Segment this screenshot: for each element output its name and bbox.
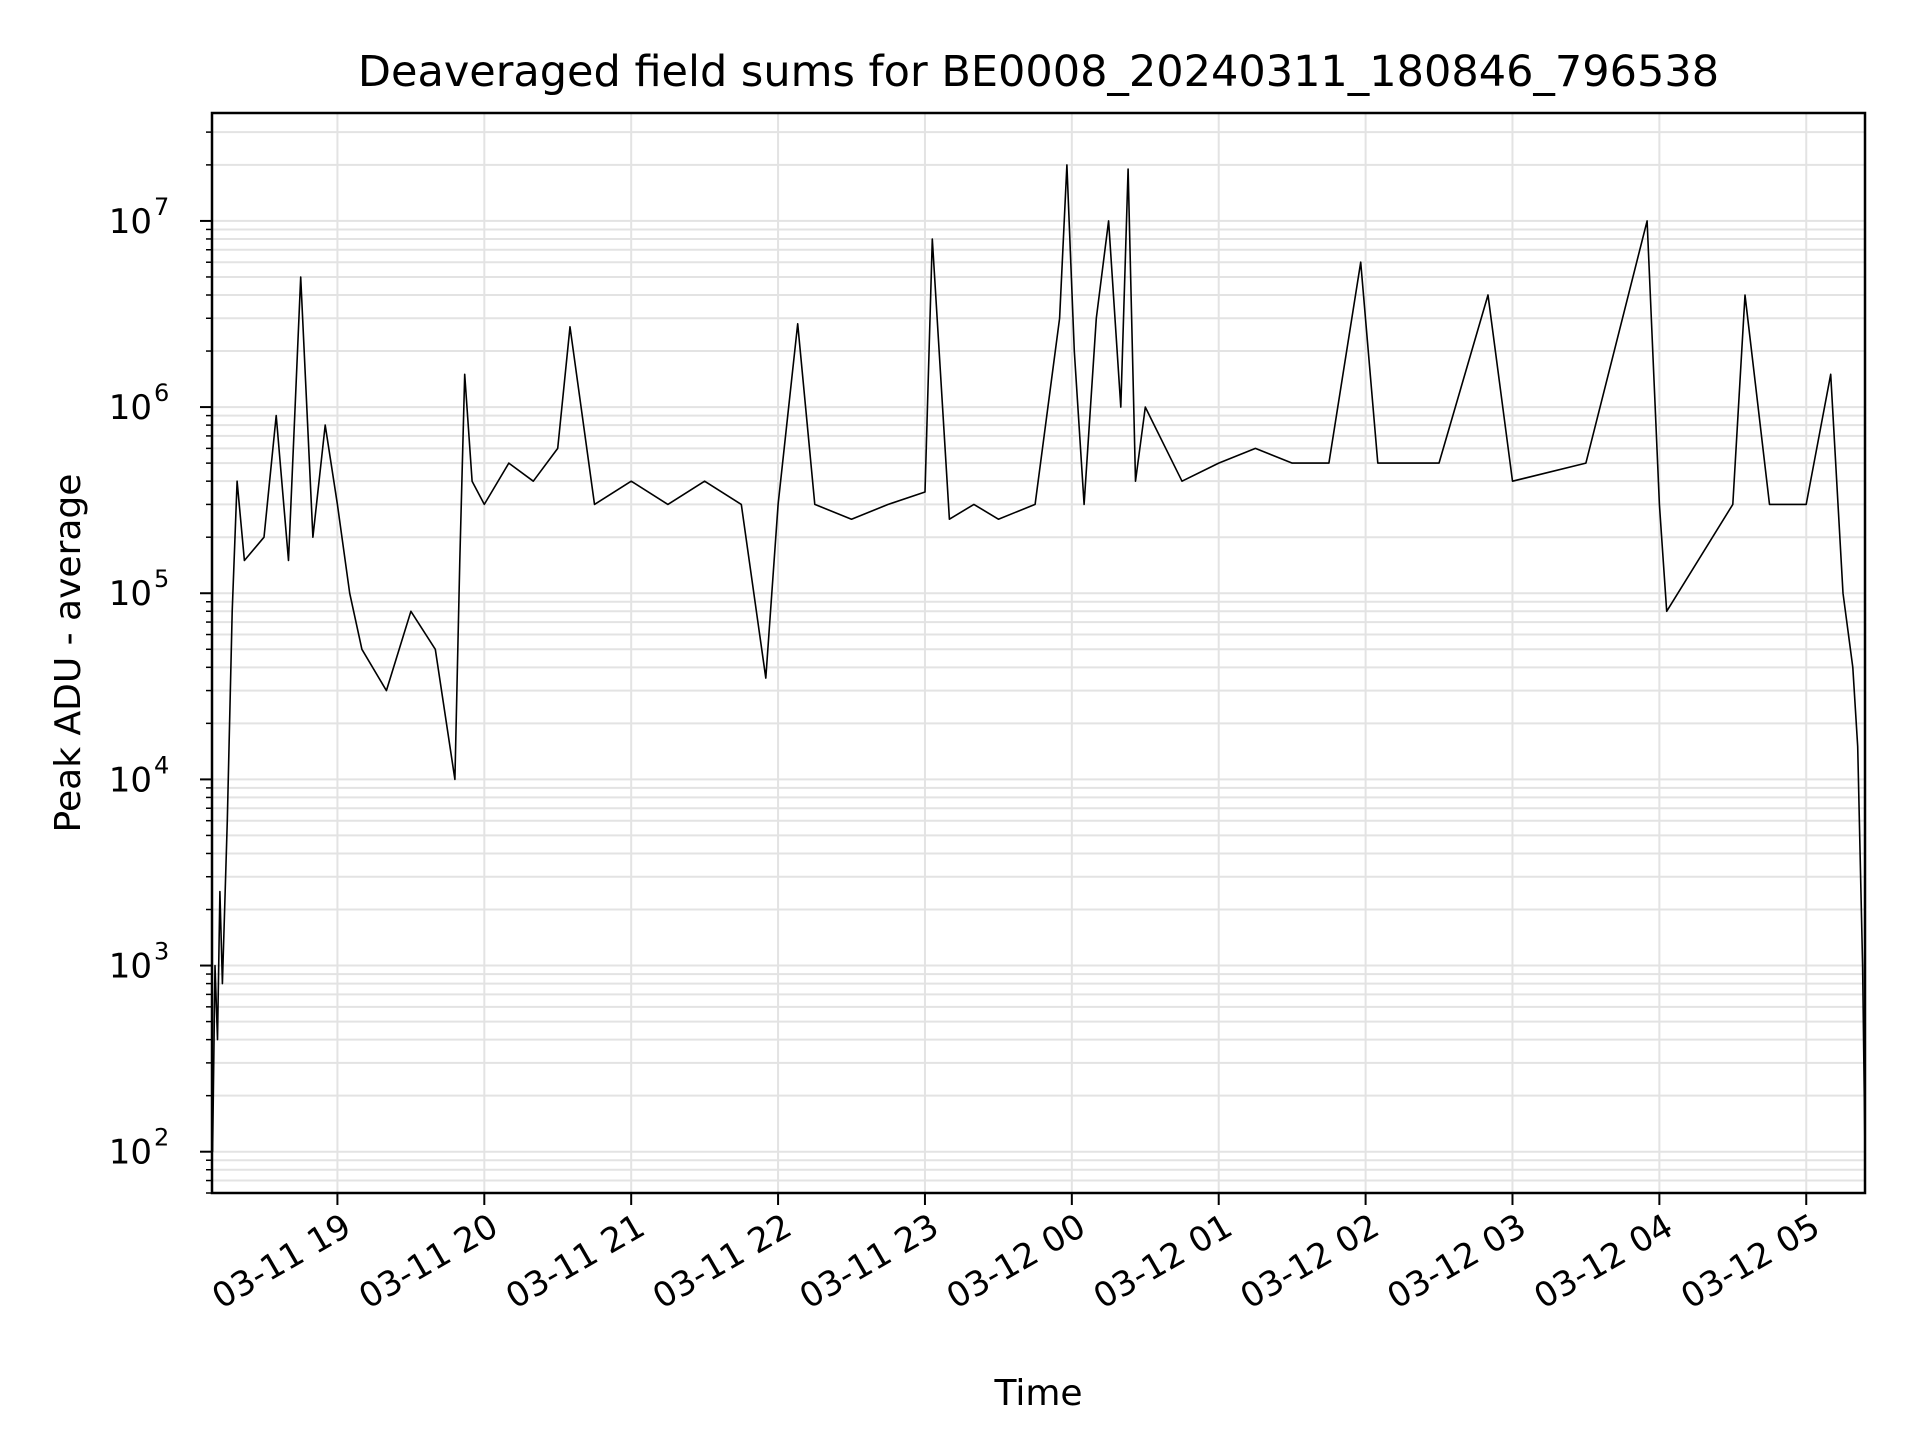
series-line xyxy=(211,164,1866,1152)
y-tick-exponent: 4 xyxy=(154,751,169,779)
chart-title: Deaveraged field sums for BE0008_2024031… xyxy=(358,47,1719,97)
y-tick-label: 10 xyxy=(109,388,152,428)
y-tick-label: 10 xyxy=(109,574,152,614)
plot-frame xyxy=(210,111,1867,1195)
y-tick-exponent: 7 xyxy=(154,193,169,221)
y-tick-exponent: 2 xyxy=(154,1124,169,1152)
grid xyxy=(212,113,1865,1194)
y-tick-exponent: 6 xyxy=(154,379,169,407)
y-axis-label: Peak ADU - average xyxy=(48,474,89,833)
y-tick-exponent: 3 xyxy=(154,938,169,966)
y-tick-label: 10 xyxy=(109,202,152,242)
series-layer xyxy=(211,164,1866,1152)
y-tick-exponent: 5 xyxy=(154,565,169,593)
y-tick-label: 10 xyxy=(109,760,152,800)
y-tick-label: 10 xyxy=(109,1133,152,1173)
x-axis-label: Time xyxy=(993,1373,1082,1414)
y-tick-label: 10 xyxy=(109,947,152,987)
